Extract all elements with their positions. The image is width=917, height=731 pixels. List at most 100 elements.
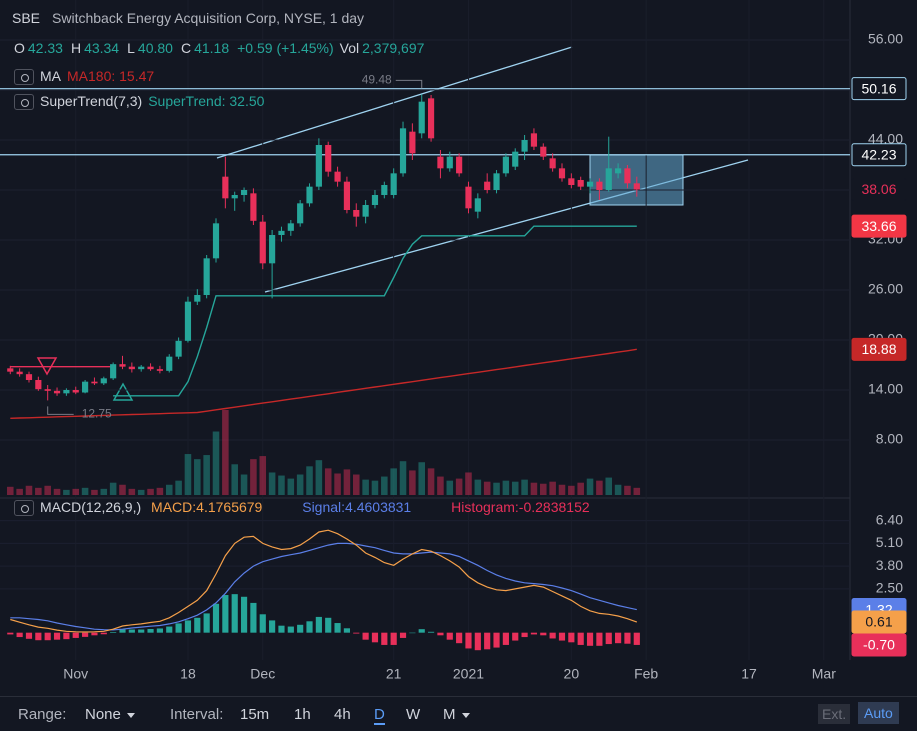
histogram-bar [91, 632, 98, 636]
candle-body [315, 145, 322, 187]
volume-label: Vol [339, 40, 360, 56]
price-line-label: 50.16 [861, 80, 896, 96]
ext-button[interactable]: Ext. [818, 704, 851, 724]
volume-bar [175, 480, 182, 495]
volume-bar [624, 485, 631, 495]
volume-bar [296, 474, 304, 495]
candle-body [558, 168, 566, 179]
volume-bar [549, 481, 556, 495]
visibility-icon[interactable] [14, 69, 34, 86]
x-tick-label: 17 [741, 666, 757, 682]
volume-bar [7, 486, 14, 495]
interval-button[interactable]: 1h [294, 706, 311, 723]
histogram-label-box [851, 633, 907, 657]
indicator-value: MA180: 15.47 [67, 68, 155, 84]
candle-body [596, 181, 603, 190]
candle-body [362, 205, 369, 217]
volume-bar [81, 487, 89, 495]
volume-bar [371, 480, 379, 495]
volume-bar [306, 466, 313, 495]
histogram-bar [456, 632, 463, 644]
ohlc-label: O [14, 40, 25, 56]
low-marker: 12.75 [82, 407, 112, 421]
histogram-bar [325, 617, 332, 633]
interval-button[interactable]: W [406, 706, 421, 723]
volume-bar [511, 481, 519, 495]
volume-bar [596, 480, 603, 495]
ma-label: 18.88 [861, 341, 896, 357]
volume-bar [268, 472, 276, 495]
histogram-bar [306, 621, 313, 633]
candle-body [25, 374, 33, 380]
candle-body [128, 366, 135, 370]
volume-bar [72, 488, 80, 495]
histogram-bar [465, 632, 472, 649]
histogram-label: -0.70 [863, 637, 895, 653]
candle-body [91, 381, 98, 384]
last-price-label: 38.06 [861, 181, 896, 197]
candle-body [512, 151, 519, 167]
candle-body [586, 181, 594, 187]
candle-body [16, 371, 23, 375]
interval-button[interactable]: M [443, 706, 470, 723]
visibility-icon[interactable] [14, 500, 34, 517]
indicator-name: MA [40, 68, 61, 84]
indicator-row: MA MA180: 15.47 [14, 64, 270, 89]
candle-body [203, 258, 210, 295]
y-tick-label: 8.00 [876, 431, 903, 447]
histogram-bar [530, 632, 538, 635]
volume-bar [287, 478, 295, 495]
candle-body [633, 183, 640, 190]
x-tick-label: 20 [564, 666, 580, 682]
indicator-row: SuperTrend(7,3) SuperTrend: 32.50 [14, 89, 270, 114]
volume-bar [399, 461, 407, 495]
high-marker-line [395, 79, 423, 89]
histogram-bar [381, 632, 388, 645]
candle-body [240, 190, 248, 195]
histogram-bar [353, 632, 360, 634]
histogram-bar [7, 632, 14, 635]
histogram-bar [615, 632, 622, 644]
candle-body [72, 390, 79, 393]
description: Switchback Energy Acquisition Corp, NYSE… [52, 10, 365, 26]
x-tick-label: Mar [812, 666, 836, 682]
auto-button[interactable]: Auto [858, 702, 899, 724]
histogram-bar [633, 632, 640, 645]
histogram-bar [549, 632, 556, 639]
candle-body [147, 366, 154, 370]
symbol[interactable]: SBE [12, 10, 41, 26]
candle-body [540, 146, 547, 157]
supertrend-label: 33.66 [861, 218, 896, 234]
range-select[interactable]: None [85, 706, 135, 723]
x-tick-label: Feb [634, 666, 658, 682]
volume-bar [446, 480, 454, 495]
interval-button[interactable]: 4h [334, 706, 351, 723]
ohlc-value: 43.34 [84, 40, 120, 56]
volume-bar [324, 468, 332, 495]
volume-bar [128, 488, 136, 495]
volume-bar [156, 487, 164, 495]
interval-button[interactable]: 15m [240, 706, 270, 723]
y-tick-label: 44.00 [868, 131, 903, 147]
signal-value: Signal:4.4603831 [302, 499, 412, 515]
volume-bar [16, 488, 23, 495]
visibility-icon[interactable] [14, 94, 34, 111]
x-tick-label: 21 [386, 666, 402, 682]
histogram-bar [371, 632, 379, 643]
candle-body [100, 378, 107, 384]
histogram-bar [35, 632, 42, 641]
volume-bar [633, 487, 641, 495]
candle-body [615, 168, 622, 174]
histogram-bar [72, 632, 79, 638]
ohlc-legend: O 42.33 H 43.34 L 40.80 C 41.18 +0.59 (+1.45%) Vo… [14, 40, 430, 56]
ohlc-value: 40.80 [137, 40, 173, 56]
histogram-bar [568, 632, 575, 643]
interval-button[interactable]: D [374, 706, 385, 725]
signal-line [10, 542, 637, 631]
volume-bar [44, 485, 51, 495]
candle-body [437, 156, 444, 169]
volume-bar [530, 482, 538, 495]
candle-body [325, 145, 332, 172]
low-marker-line [47, 406, 74, 415]
